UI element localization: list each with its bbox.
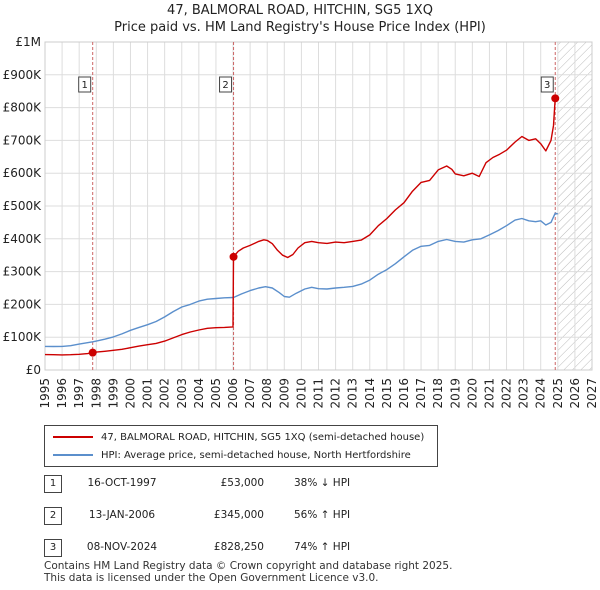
- x-tick-label: 2015: [380, 378, 394, 409]
- footer: Contains HM Land Registry data © Crown c…: [44, 560, 452, 584]
- chart-title: 47, BALMORAL ROAD, HITCHIN, SG5 1XQ: [167, 3, 433, 18]
- sale-point: [229, 252, 238, 261]
- sale-hpi-comparison: 38% ↓ HPI: [294, 477, 351, 489]
- plot-border: [44, 41, 593, 371]
- x-tick-label: 2024: [534, 378, 548, 409]
- x-tick-label: 1999: [106, 378, 120, 409]
- sale-number: 3: [44, 539, 62, 557]
- y-tick-label: £100K: [3, 330, 43, 344]
- x-tick-label: 2014: [363, 378, 377, 409]
- sale-marker-label: 1: [82, 80, 88, 91]
- x-tick-label: 2021: [482, 378, 496, 409]
- sale-point: [88, 348, 97, 357]
- x-tick-label: 2007: [243, 378, 257, 409]
- sale-price: £345,000: [213, 509, 264, 521]
- sale-marker-box: [540, 76, 554, 93]
- x-tick-label: 2013: [346, 378, 360, 409]
- x-tick-label: 2008: [260, 378, 274, 409]
- sale-marker-box: [78, 76, 92, 93]
- y-tick-label: £600K: [3, 166, 43, 180]
- sale-date: 16-OCT-1997: [87, 477, 157, 489]
- legend-swatch-property: [53, 436, 93, 438]
- footer-licence: This data is licensed under the Open Gov…: [44, 572, 379, 584]
- x-tick-label: 1996: [55, 378, 69, 409]
- y-tick-label: £1M: [15, 35, 41, 49]
- y-tick-label: £0: [26, 363, 41, 377]
- x-tick-label: 2019: [448, 378, 462, 409]
- x-tick-label: 2016: [397, 378, 411, 409]
- legend-item-property: 47, BALMORAL ROAD, HITCHIN, SG5 1XQ (sem…: [45, 428, 424, 446]
- y-tick-label: £400K: [3, 232, 43, 246]
- y-tick-label: £200K: [3, 297, 43, 311]
- x-tick-label: 1998: [89, 378, 103, 409]
- sale-date: 08-NOV-2024: [86, 541, 158, 553]
- sale-marker-label: 3: [544, 80, 550, 91]
- x-tick-label: 2022: [500, 378, 514, 409]
- sale-marker-label: 2: [222, 80, 228, 91]
- x-tick-label: 2017: [414, 378, 428, 409]
- x-tick-label: 2020: [465, 378, 479, 409]
- chart-subtitle: Price paid vs. HM Land Registry's House …: [114, 20, 486, 35]
- x-tick-label: 2000: [123, 378, 137, 409]
- legend-swatch-hpi: [53, 454, 93, 456]
- sale-hpi-comparison: 74% ↑ HPI: [294, 541, 351, 553]
- x-tick-label: 2026: [568, 378, 582, 409]
- x-tick-label: 2011: [312, 378, 326, 409]
- series-line: [44, 212, 558, 348]
- x-tick-label: 2005: [209, 378, 223, 409]
- x-tick-label: 2025: [551, 378, 565, 409]
- x-tick-label: 2027: [585, 378, 599, 409]
- x-tick-label: 2009: [277, 378, 291, 409]
- y-tick-label: £500K: [3, 199, 43, 213]
- legend: 47, BALMORAL ROAD, HITCHIN, SG5 1XQ (sem…: [44, 425, 438, 467]
- x-tick-label: 2012: [329, 378, 343, 409]
- x-tick-label: 2010: [294, 378, 308, 409]
- x-tick-label: 2004: [192, 378, 206, 409]
- sale-hpi-comparison: 56% ↑ HPI: [294, 509, 351, 521]
- legend-label-hpi: HPI: Average price, semi-detached house,…: [101, 449, 411, 461]
- legend-item-hpi: HPI: Average price, semi-detached house,…: [45, 446, 411, 464]
- sale-point: [551, 94, 560, 103]
- x-tick-label: 2002: [158, 378, 172, 409]
- sale-number: 1: [44, 475, 62, 493]
- sale-number: 2: [44, 507, 62, 525]
- x-tick-label: 2006: [226, 378, 240, 409]
- x-tick-label: 2001: [141, 378, 155, 409]
- sale-price: £53,000: [220, 477, 264, 489]
- y-tick-label: £300K: [3, 265, 43, 279]
- y-tick-label: £700K: [3, 133, 43, 147]
- x-tick-label: 2023: [517, 378, 531, 409]
- sale-price: £828,250: [213, 541, 264, 553]
- y-tick-label: £800K: [3, 101, 43, 115]
- x-tick-label: 2018: [431, 378, 445, 409]
- legend-label-property: 47, BALMORAL ROAD, HITCHIN, SG5 1XQ (sem…: [101, 431, 425, 443]
- sale-date: 13-JAN-2006: [88, 509, 156, 521]
- footer-copyright: Contains HM Land Registry data © Crown c…: [44, 560, 453, 572]
- sale-marker-box: [219, 76, 233, 93]
- x-tick-label: 2003: [175, 378, 189, 409]
- x-tick-label: 1995: [38, 378, 52, 409]
- x-tick-label: 1997: [72, 378, 86, 409]
- series-line: [44, 95, 559, 356]
- y-tick-label: £900K: [3, 68, 43, 82]
